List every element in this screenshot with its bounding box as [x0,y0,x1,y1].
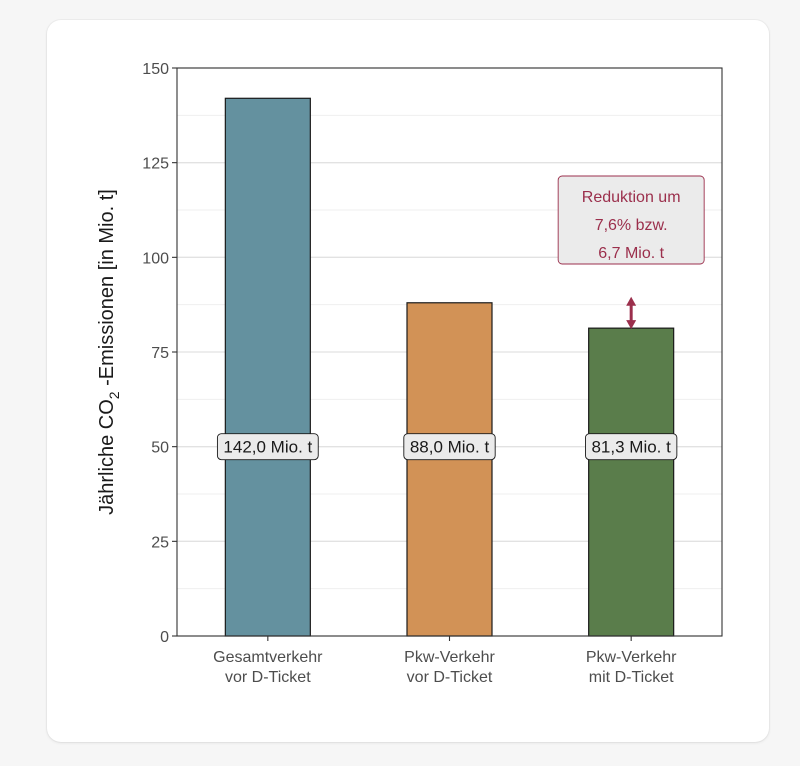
reduction-arrow [626,296,637,330]
value-labels: 142,0 Mio. t 88,0 Mio. t 81,3 Mio. t [216,433,678,461]
x-tick-label-line: Pkw-Verkehr [404,649,495,666]
value-label-box [585,433,678,461]
bars [224,97,675,637]
value-label: 88,0 Mio. t [403,433,496,461]
value-label-text: 88,0 Mio. t [410,438,490,457]
value-label-box [403,433,496,461]
value-label: 81,3 Mio. t [585,433,678,461]
x-tick-label-line: vor D-Ticket [225,669,311,686]
y-tick-label: 100 [142,250,169,267]
annotation-text-line: Reduktion um [582,189,681,206]
arrow-head-down [626,320,637,330]
x-tick-label-line: mit D-Ticket [589,669,674,686]
x-tick-label-line: Gesamtverkehr [213,649,323,666]
y-tick-label: 125 [142,156,169,173]
y-axis-title-suffix: -Emissionen [in Mio. t] [96,189,118,391]
y-tick-label: 0 [160,629,169,646]
y-axis: 0 25 50 75 100 125 150 [142,61,177,646]
x-tick-label: Pkw-Verkehr vor D-Ticket [404,649,495,686]
y-tick-label: 25 [151,534,169,551]
y-tick-label: 75 [151,345,169,362]
value-label-text: 142,0 Mio. t [223,438,312,457]
reduction-annotation: Reduktion um 7,6% bzw. 6,7 Mio. t [557,175,705,265]
y-axis-title-subscript: 2 [106,391,122,399]
bar [224,97,311,637]
bar-chart: 142,0 Mio. t 88,0 Mio. t 81,3 Mio. t Reduk… [96,61,723,686]
bar [588,327,675,637]
value-label-box [216,433,319,461]
annotation-text-line: 6,7 Mio. t [598,245,664,262]
y-axis-title: Jährliche CO2 -Emissionen [in Mio. t] [96,189,122,515]
x-tick-label: Pkw-Verkehr mit D-Ticket [586,649,677,686]
annotation-box [557,175,705,265]
chart-card: 142,0 Mio. t 88,0 Mio. t 81,3 Mio. t Reduk… [47,20,769,742]
x-tick-label-line: Pkw-Verkehr [586,649,677,666]
value-label: 142,0 Mio. t [216,433,319,461]
y-tick-label: 50 [151,440,169,457]
annotation-text: Reduktion um 7,6% bzw. 6,7 Mio. t [582,189,681,262]
y-axis-title-prefix: Jährliche CO [96,399,118,515]
bar [406,302,493,637]
x-tick-label-line: vor D-Ticket [407,669,493,686]
arrow-head-up [626,296,637,306]
annotation-text-line: 7,6% bzw. [595,217,668,234]
value-label-text: 81,3 Mio. t [591,438,671,457]
x-tick-label: Gesamtverkehr vor D-Ticket [213,649,323,686]
x-axis: Gesamtverkehr vor D-Ticket Pkw-Verkehr vor … [213,636,677,686]
y-tick-label: 150 [142,61,169,78]
